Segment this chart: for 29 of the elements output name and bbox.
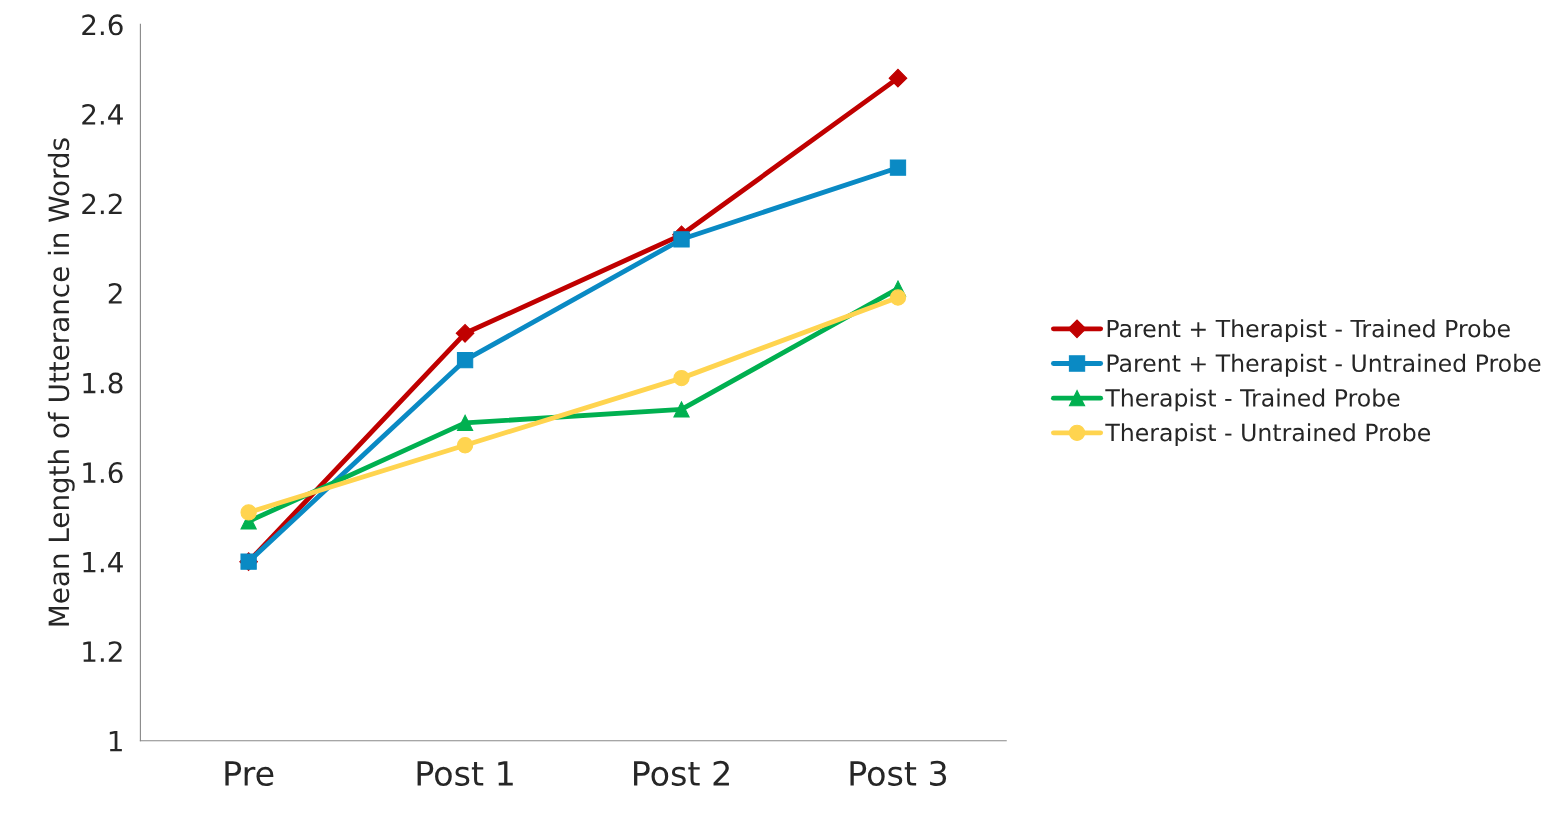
point <box>673 231 690 248</box>
y-tick-label: 1.8 <box>83 372 123 394</box>
point <box>456 437 474 454</box>
point <box>888 68 908 88</box>
point <box>455 323 475 343</box>
point <box>456 352 474 369</box>
point <box>889 159 907 176</box>
point <box>673 369 690 387</box>
y-tick-label: 2.4 <box>82 103 123 125</box>
point <box>240 504 257 521</box>
y-axis-title: Mean Length of Utterance in Words <box>47 138 75 626</box>
x-tick-label: Post 2 <box>634 760 729 786</box>
x-tick-label: Post 1 <box>417 761 513 786</box>
legend-label: Parent + Therapist - Trained Probe <box>1107 319 1510 343</box>
point <box>456 414 474 432</box>
legend-label: Parent + Therapist - Untrained Probe <box>1107 353 1541 377</box>
y-tick-label: 1.2 <box>83 641 122 662</box>
y-tick-label: 1.6 <box>83 462 123 484</box>
legend-label: Therapist - Untrained Probe <box>1105 423 1431 446</box>
legend-label: Therapist - Trained Probe <box>1105 388 1400 412</box>
y-tick-label: 1.4 <box>83 551 123 573</box>
y-tick-label: 2.6 <box>82 14 123 36</box>
x-tick-label: Pre <box>225 761 274 786</box>
y-tick-label: 2.2 <box>82 193 122 215</box>
point <box>673 401 690 418</box>
x-tick-label: Post 3 <box>850 760 947 786</box>
y-tick-label: 1 <box>109 731 122 752</box>
point <box>889 289 907 306</box>
y-tick-label: 2 <box>108 282 122 304</box>
